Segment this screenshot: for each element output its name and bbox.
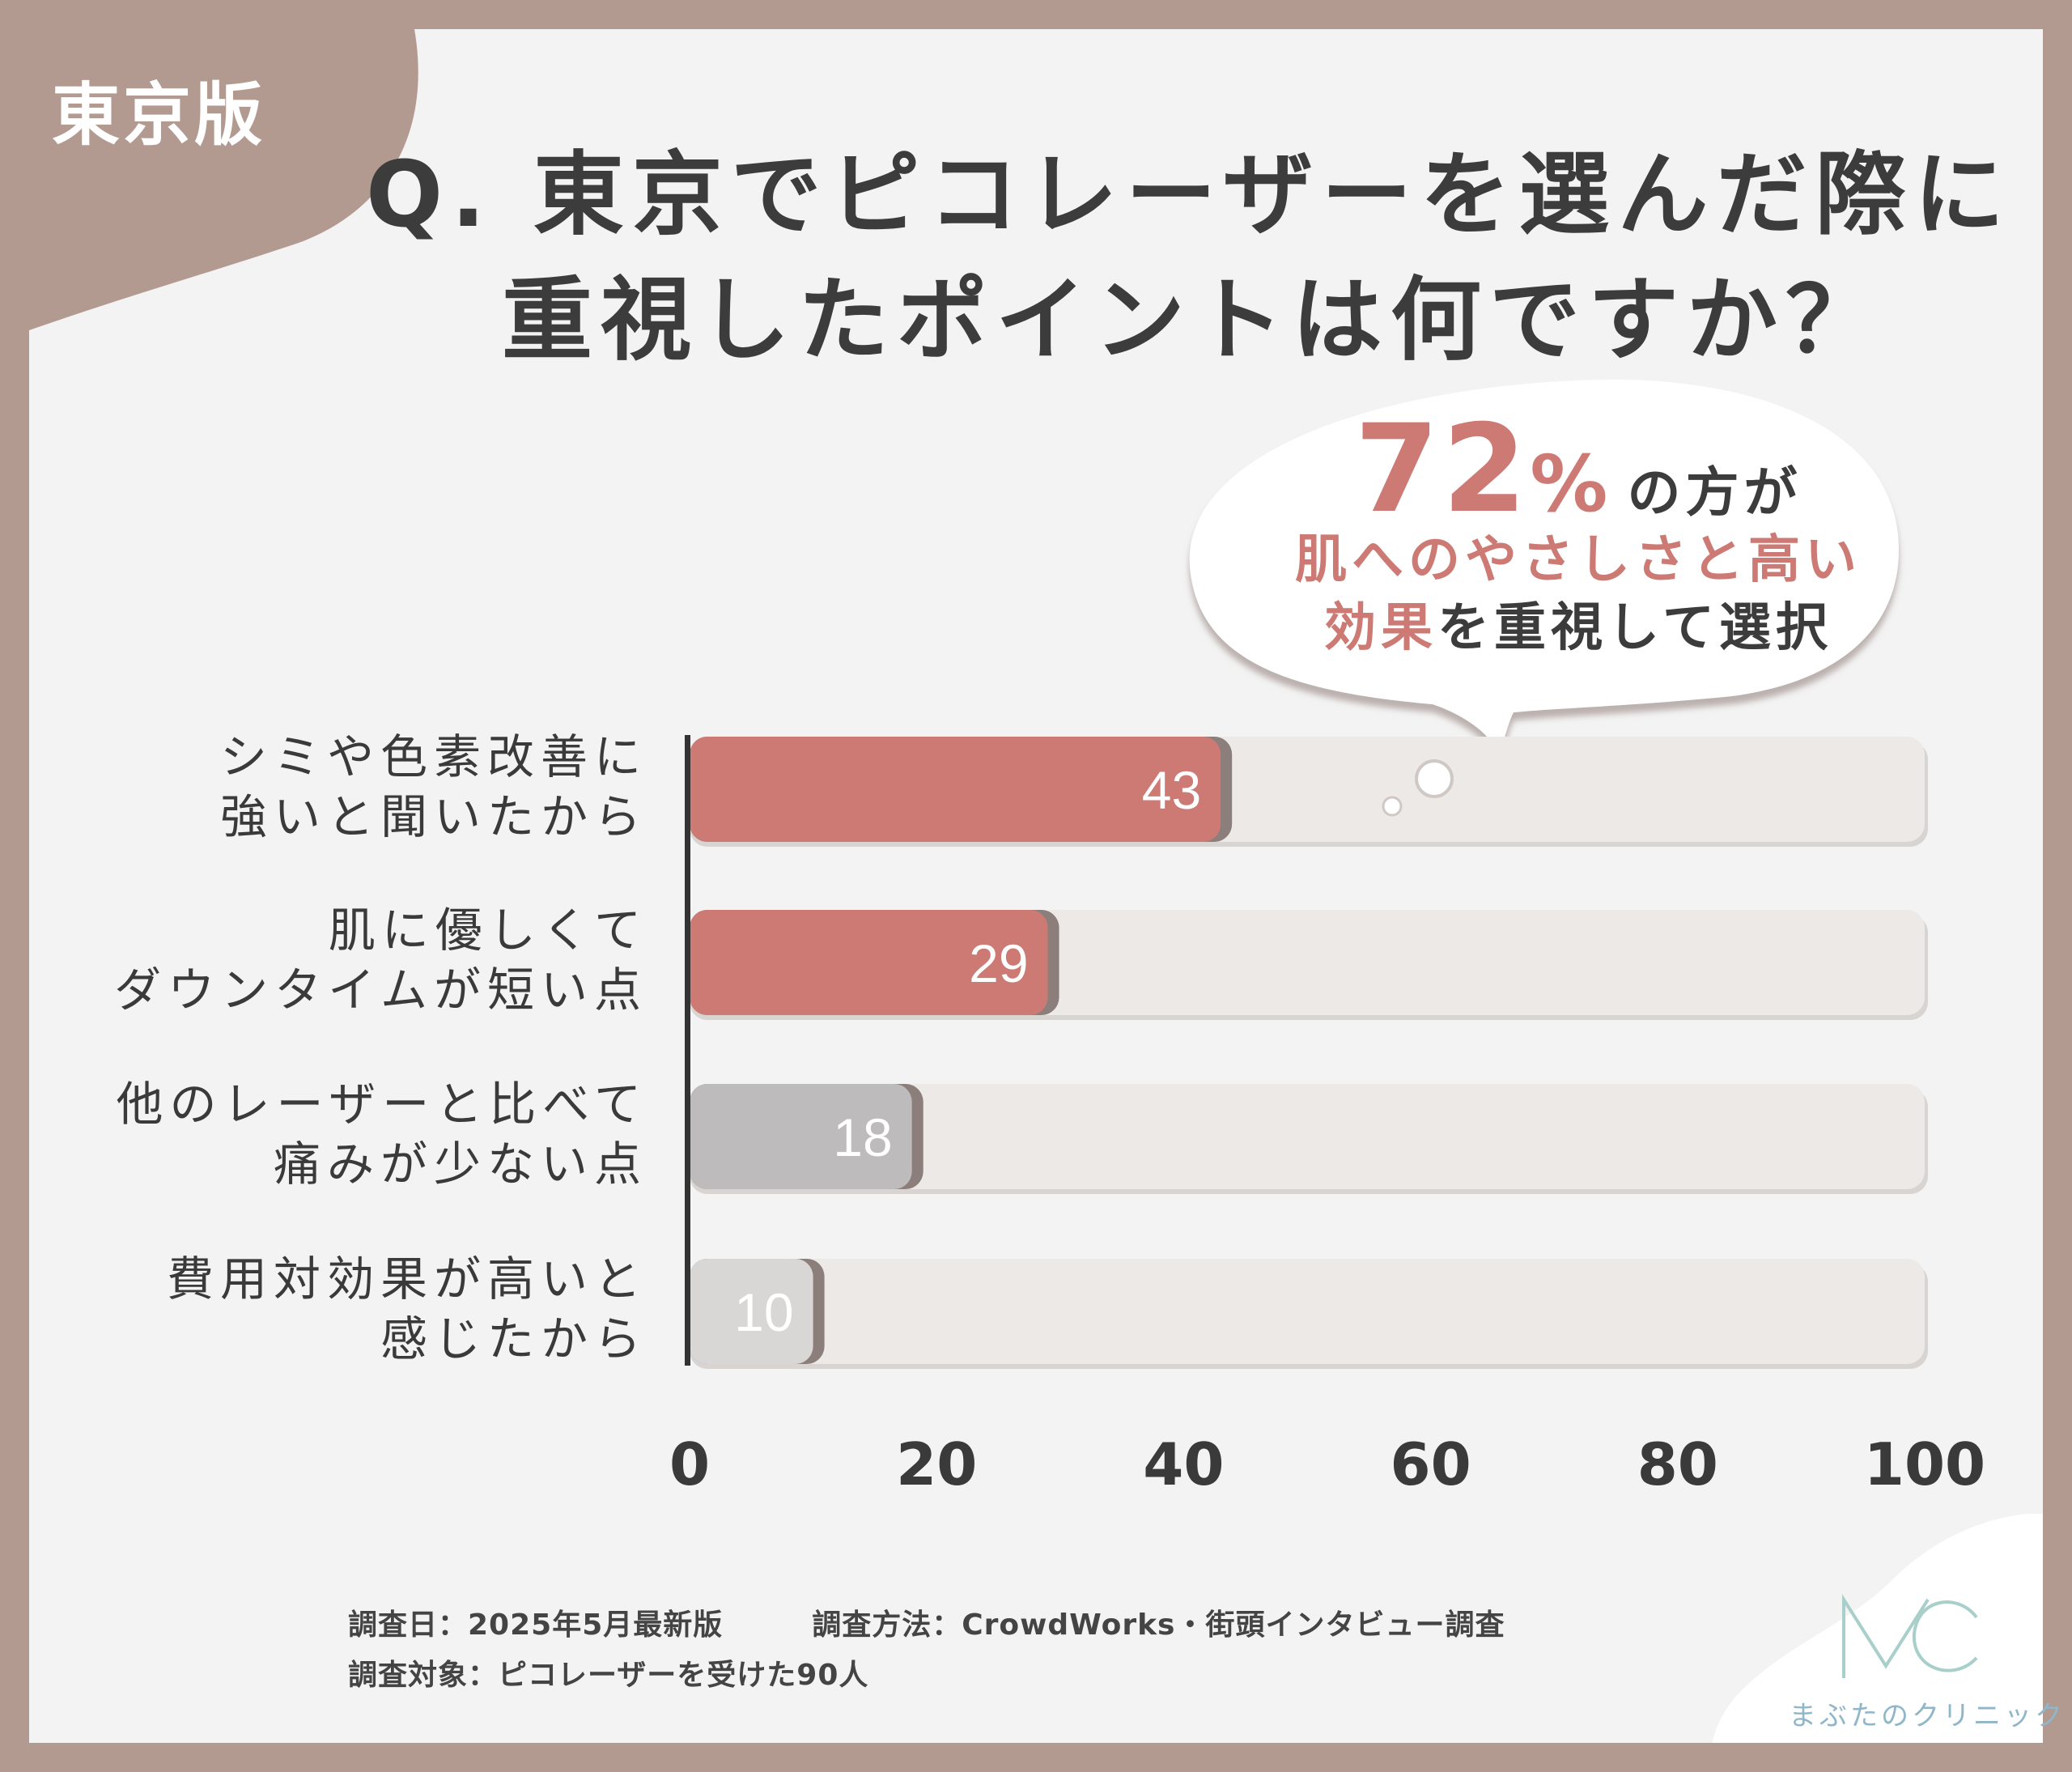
category-label-2-line-0: 他のレーザーと比べて: [116, 1077, 648, 1132]
region-tag: 東京版: [52, 75, 266, 155]
category-label-0-line-0: シミや色素改善に: [219, 729, 648, 784]
category-label-0-line-1: 強いと聞いたから: [219, 789, 648, 844]
thought-dot-small: [1382, 796, 1403, 817]
clinic-logo-text: まぶたのクリニック: [1789, 1700, 2066, 1732]
bar-track-2: [690, 1084, 1925, 1189]
title-line-1: Q. 東京でピコレーザーを選んだ際に: [366, 142, 2013, 248]
bar-1: [690, 910, 1048, 1015]
bar-value-label-3: 10: [734, 1282, 793, 1342]
bar-3: [690, 1259, 813, 1364]
category-label-1-line-0: 肌に優しくて: [328, 903, 648, 958]
x-tick-label-5: 100: [1864, 1430, 1985, 1498]
bar-2: [690, 1084, 912, 1189]
bar-value-label-0: 43: [1142, 760, 1201, 820]
category-label-2: 他のレーザーと比べて 痛みが少ない点: [0, 1074, 648, 1194]
thought-dot-large: [1415, 759, 1454, 798]
footer-line-2: 調査対象：ピコレーザーを受けた90人: [348, 1659, 869, 1692]
x-tick-label-2: 40: [1143, 1430, 1224, 1498]
callout-row-3: 効果を重視して選択: [1214, 594, 1942, 662]
logo-blob: [1712, 1514, 2043, 1743]
x-tick-label-3: 60: [1390, 1430, 1471, 1498]
x-tick-label-1: 20: [896, 1430, 977, 1498]
y-axis-line: [685, 735, 690, 1366]
category-label-1: 肌に優しくて ダウンタイムが短い点: [0, 900, 648, 1020]
callout-big-number: 72: [1354, 399, 1531, 540]
category-label-3: 費用対効果が高いと 感じたから: [0, 1249, 648, 1369]
callout-row-2: 肌へのやさしさと高い: [1295, 530, 1862, 590]
clinic-logo-mark: [1842, 1594, 1978, 1678]
callout-row-1: 72% の方が: [1214, 409, 1942, 530]
survey-date: 調査日：2025年5月最新版: [348, 1608, 724, 1642]
card: [29, 29, 2043, 1743]
x-tick-label-4: 80: [1637, 1430, 1718, 1498]
callout: 72% の方が 肌へのやさしさと高い 効果を重視して選択: [1214, 409, 1942, 662]
title-line-2: 重視したポイントは何ですか？: [502, 268, 1884, 373]
category-label-1-line-1: ダウンタイムが短い点: [114, 962, 648, 1018]
footer-line-1: 調査日：2025年5月最新版 調査方法：CrowdWorks・街頭インタビュー調査: [348, 1601, 1505, 1643]
category-label-3-line-1: 感じたから: [380, 1311, 648, 1366]
callout-accent-word: 効果: [1323, 598, 1437, 658]
category-label-2-line-1: 痛みが少ない点: [273, 1137, 648, 1192]
bar-0: [690, 737, 1221, 842]
category-label-0: シミや色素改善に 強いと聞いたから: [0, 727, 648, 847]
bar-value-label-1: 29: [969, 933, 1028, 993]
x-tick-label-0: 0: [669, 1430, 710, 1498]
bar-value-label-2: 18: [833, 1107, 892, 1167]
callout-rest: を重視して選択: [1437, 598, 1833, 658]
callout-percent: %: [1530, 439, 1613, 529]
callout-suffix: の方が: [1627, 461, 1802, 524]
survey-method: 調査方法：CrowdWorks・街頭インタビュー調査: [812, 1608, 1505, 1642]
category-label-3-line-0: 費用対効果が高いと: [166, 1251, 648, 1307]
bar-track-3: [690, 1259, 1925, 1364]
corner-blob: [29, 29, 418, 330]
